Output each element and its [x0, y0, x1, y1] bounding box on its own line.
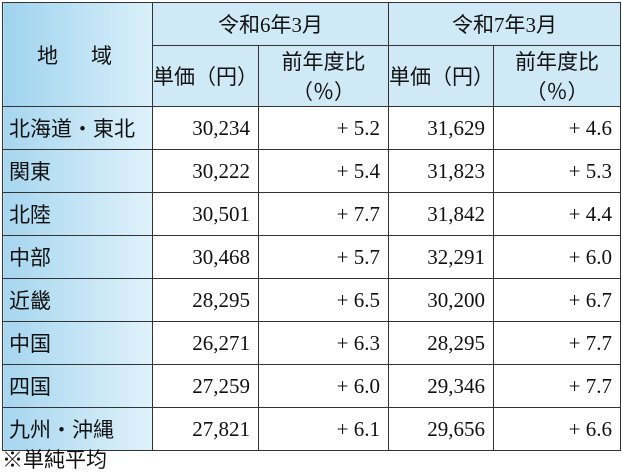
value-cell: + 5.3 — [493, 149, 621, 193]
value-cell: 30,468 — [152, 235, 259, 279]
table-row: 関東 30,222 + 5.4 31,823 + 5.3 — [2, 149, 621, 193]
value-cell: 26,271 — [152, 321, 259, 365]
value-cell: 27,259 — [152, 364, 259, 408]
column-header: 単価（円） — [152, 45, 259, 107]
footnote: ※単純平均 — [2, 448, 107, 472]
region-cell: 九州・沖縄 — [2, 407, 153, 451]
table-row: 北海道・東北 30,234 + 5.2 31,629 + 4.6 — [2, 106, 621, 150]
value-cell: + 5.2 — [258, 106, 389, 150]
value-cell: + 6.0 — [493, 235, 621, 279]
value-cell: + 7.7 — [493, 321, 621, 365]
price-table: 地 域 令和6年3月 令和7年3月 単価（円） 前年度比（％） 単価（円） 前年… — [2, 2, 621, 451]
region-cell: 中部 — [2, 235, 153, 279]
value-cell: 28,295 — [152, 278, 259, 322]
column-header: 前年度比（％） — [493, 45, 621, 107]
table-row: 北陸 30,501 + 7.7 31,842 + 4.4 — [2, 192, 621, 236]
value-cell: + 6.1 — [258, 407, 389, 451]
region-cell: 北陸 — [2, 192, 153, 236]
region-cell: 中国 — [2, 321, 153, 365]
column-header: 前年度比（％） — [258, 45, 389, 107]
region-cell: 関東 — [2, 149, 153, 193]
value-cell: + 4.4 — [493, 192, 621, 236]
region-cell: 四国 — [2, 364, 153, 408]
value-cell: 31,823 — [388, 149, 494, 193]
value-cell: + 7.7 — [258, 192, 389, 236]
region-cell: 北海道・東北 — [2, 106, 153, 150]
table-body: 北海道・東北 30,234 + 5.2 31,629 + 4.6 関東 30,222 + 5.… — [2, 106, 621, 451]
value-cell: 28,295 — [388, 321, 494, 365]
table-row: 中部 30,468 + 5.7 32,291 + 6.0 — [2, 235, 621, 279]
value-cell: 31,842 — [388, 192, 494, 236]
value-cell: + 6.5 — [258, 278, 389, 322]
value-cell: 30,501 — [152, 192, 259, 236]
value-cell: 30,234 — [152, 106, 259, 150]
value-cell: + 7.7 — [493, 364, 621, 408]
value-cell: + 6.0 — [258, 364, 389, 408]
table-row: 近畿 28,295 + 6.5 30,200 + 6.7 — [2, 278, 621, 322]
value-cell: + 4.6 — [493, 106, 621, 150]
value-cell: + 6.6 — [493, 407, 621, 451]
value-cell: 30,222 — [152, 149, 259, 193]
value-cell: 29,656 — [388, 407, 494, 451]
value-cell: + 6.3 — [258, 321, 389, 365]
period-header: 令和7年3月 — [388, 2, 621, 46]
table-row: 四国 27,259 + 6.0 29,346 + 7.7 — [2, 364, 621, 408]
value-cell: + 6.7 — [493, 278, 621, 322]
value-cell: + 5.7 — [258, 235, 389, 279]
period-header: 令和6年3月 — [152, 2, 389, 46]
table-row: 九州・沖縄 27,821 + 6.1 29,656 + 6.6 — [2, 407, 621, 451]
value-cell: 31,629 — [388, 106, 494, 150]
column-header: 単価（円） — [388, 45, 494, 107]
value-cell: + 5.4 — [258, 149, 389, 193]
value-cell: 30,200 — [388, 278, 494, 322]
region-header: 地 域 — [2, 2, 153, 107]
region-cell: 近畿 — [2, 278, 153, 322]
value-cell: 32,291 — [388, 235, 494, 279]
value-cell: 27,821 — [152, 407, 259, 451]
value-cell: 29,346 — [388, 364, 494, 408]
table-row: 中国 26,271 + 6.3 28,295 + 7.7 — [2, 321, 621, 365]
